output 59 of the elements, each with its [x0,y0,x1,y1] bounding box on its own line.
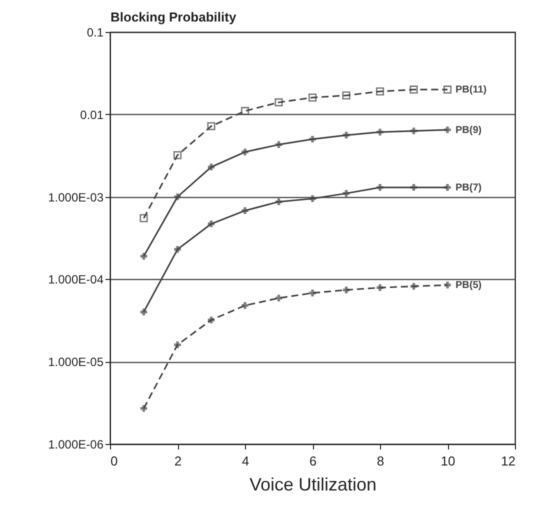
point [443,86,452,94]
point [309,195,316,202]
x-tick-label: 6 [309,454,317,468]
point [410,86,418,94]
point [242,148,248,156]
point [140,405,148,412]
point [140,252,148,260]
point [240,106,250,116]
y-axis-title: Blocking Probability [110,10,237,24]
point [444,282,451,288]
y-tick-label: 0.01 [80,108,104,122]
point [242,207,248,214]
point [342,132,350,139]
x-tick-label: 0 [110,454,118,468]
point [208,220,215,228]
point [376,87,384,96]
point [174,341,181,348]
series-label: PB(11) [456,84,487,96]
point [309,136,316,143]
point [376,128,384,136]
y-tick-label: 1.000E-03 [48,190,104,204]
point [275,198,282,206]
point [410,282,418,290]
y-tick-label: 1.000E-05 [48,355,104,370]
point [275,141,282,148]
point [274,98,283,106]
point [309,290,316,296]
point [376,284,384,291]
point [308,94,317,102]
point [207,122,216,130]
y-tick-label: 0.1 [86,26,104,40]
series-label: PB(7) [456,182,482,194]
x-tick-label: 12 [501,454,516,468]
x-tick-label: 8 [376,454,384,468]
point [140,308,148,316]
point [342,91,350,100]
point [410,184,418,191]
point [174,193,181,200]
point [444,184,451,191]
x-tick-label: 2 [174,454,182,468]
point [174,246,181,253]
series-label: PB(9) [456,124,482,136]
series-label: PB(5) [456,280,482,292]
point [140,214,148,222]
y-tick-label: 1.000E-04 [48,272,104,287]
x-axis-title: Voice Utilization [249,474,377,494]
point [376,184,384,191]
point [208,316,215,324]
point [410,128,418,134]
x-tick-label: 10 [440,454,456,468]
point [444,126,451,134]
point [242,302,248,309]
point [275,294,282,302]
point [173,151,182,160]
point [342,190,350,197]
x-tick-label: 4 [242,454,250,468]
point [208,164,215,170]
y-tick-label: 1.000E-06 [48,438,104,452]
point [342,286,350,294]
